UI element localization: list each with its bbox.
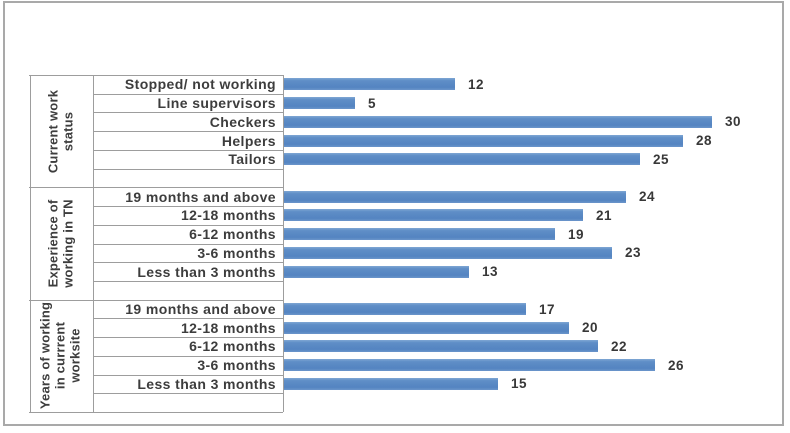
category-label: 6-12 months [189,226,276,243]
bar [284,190,626,203]
group-separator-line [29,299,283,301]
category-label: 3-6 months [197,244,276,261]
category-label: Tailors [228,151,276,168]
bar [284,303,526,316]
value-label: 21 [596,207,613,223]
category-tick-line [93,262,283,264]
group-separator-line [29,187,283,189]
value-label: 19 [568,226,585,242]
group-label: Current work status [45,89,76,173]
category-tick-line [93,337,283,339]
group-label: Experience of working in TN [45,199,76,288]
category-label: Less than 3 months [137,263,276,280]
bar [284,228,555,241]
group-label-box: Current work status [30,75,93,187]
category-tick-line [93,168,283,170]
group-label: Years of working in currrent worksite [38,302,83,410]
value-label: 25 [653,151,670,167]
category-label: Stopped/ not working [124,76,276,93]
category-label: Helpers [221,132,276,149]
category-label: Less than 3 months [137,375,276,392]
bar [284,97,355,110]
category-label: 19 months and above [125,301,276,318]
bar [284,153,640,166]
category-tick-line [93,131,283,133]
category-label: 3-6 months [197,357,276,374]
category-tick-line [93,374,283,376]
value-label: 24 [639,189,656,205]
bar [284,246,612,259]
category-tick-line [93,149,283,151]
value-label: 13 [482,264,499,280]
group-separator-line [29,75,283,76]
value-label: 17 [539,301,556,317]
bar [284,321,569,334]
category-tick-line [93,206,283,208]
value-axis-line [283,75,284,412]
group-label-box: Years of working in currrent worksite [30,300,93,412]
value-label: 26 [668,357,685,373]
category-label: 12-18 months [180,319,276,336]
value-label: 12 [468,76,485,92]
value-label: 22 [611,338,628,354]
value-label: 20 [582,320,599,336]
bar [284,134,683,147]
category-label: Line supervisors [157,95,276,112]
category-tick-line [93,393,283,395]
bar [284,377,498,390]
group-level-axis-line [30,75,31,412]
category-tick-line [93,112,283,114]
category-tick-line [93,355,283,357]
bar [284,265,469,278]
category-label: 6-12 months [189,338,276,355]
category-label: 19 months and above [125,188,276,205]
category-tick-line [93,280,283,282]
category-label: Checkers [209,113,276,130]
value-label: 15 [511,376,528,392]
category-tick-line [93,93,283,95]
value-label: 28 [696,133,713,149]
bar [284,209,583,222]
group-label-box: Experience of working in TN [30,187,93,299]
bar [284,359,655,372]
bar [284,78,455,91]
category-tick-line [93,318,283,320]
category-tick-line [93,243,283,245]
bar [284,340,598,353]
value-label: 30 [725,114,742,130]
value-label: 5 [368,95,377,111]
category-label: 12-18 months [180,207,276,224]
bar [284,115,712,128]
category-tick-line [93,224,283,226]
value-label: 23 [625,245,642,261]
axis-bottom-line [29,412,283,413]
